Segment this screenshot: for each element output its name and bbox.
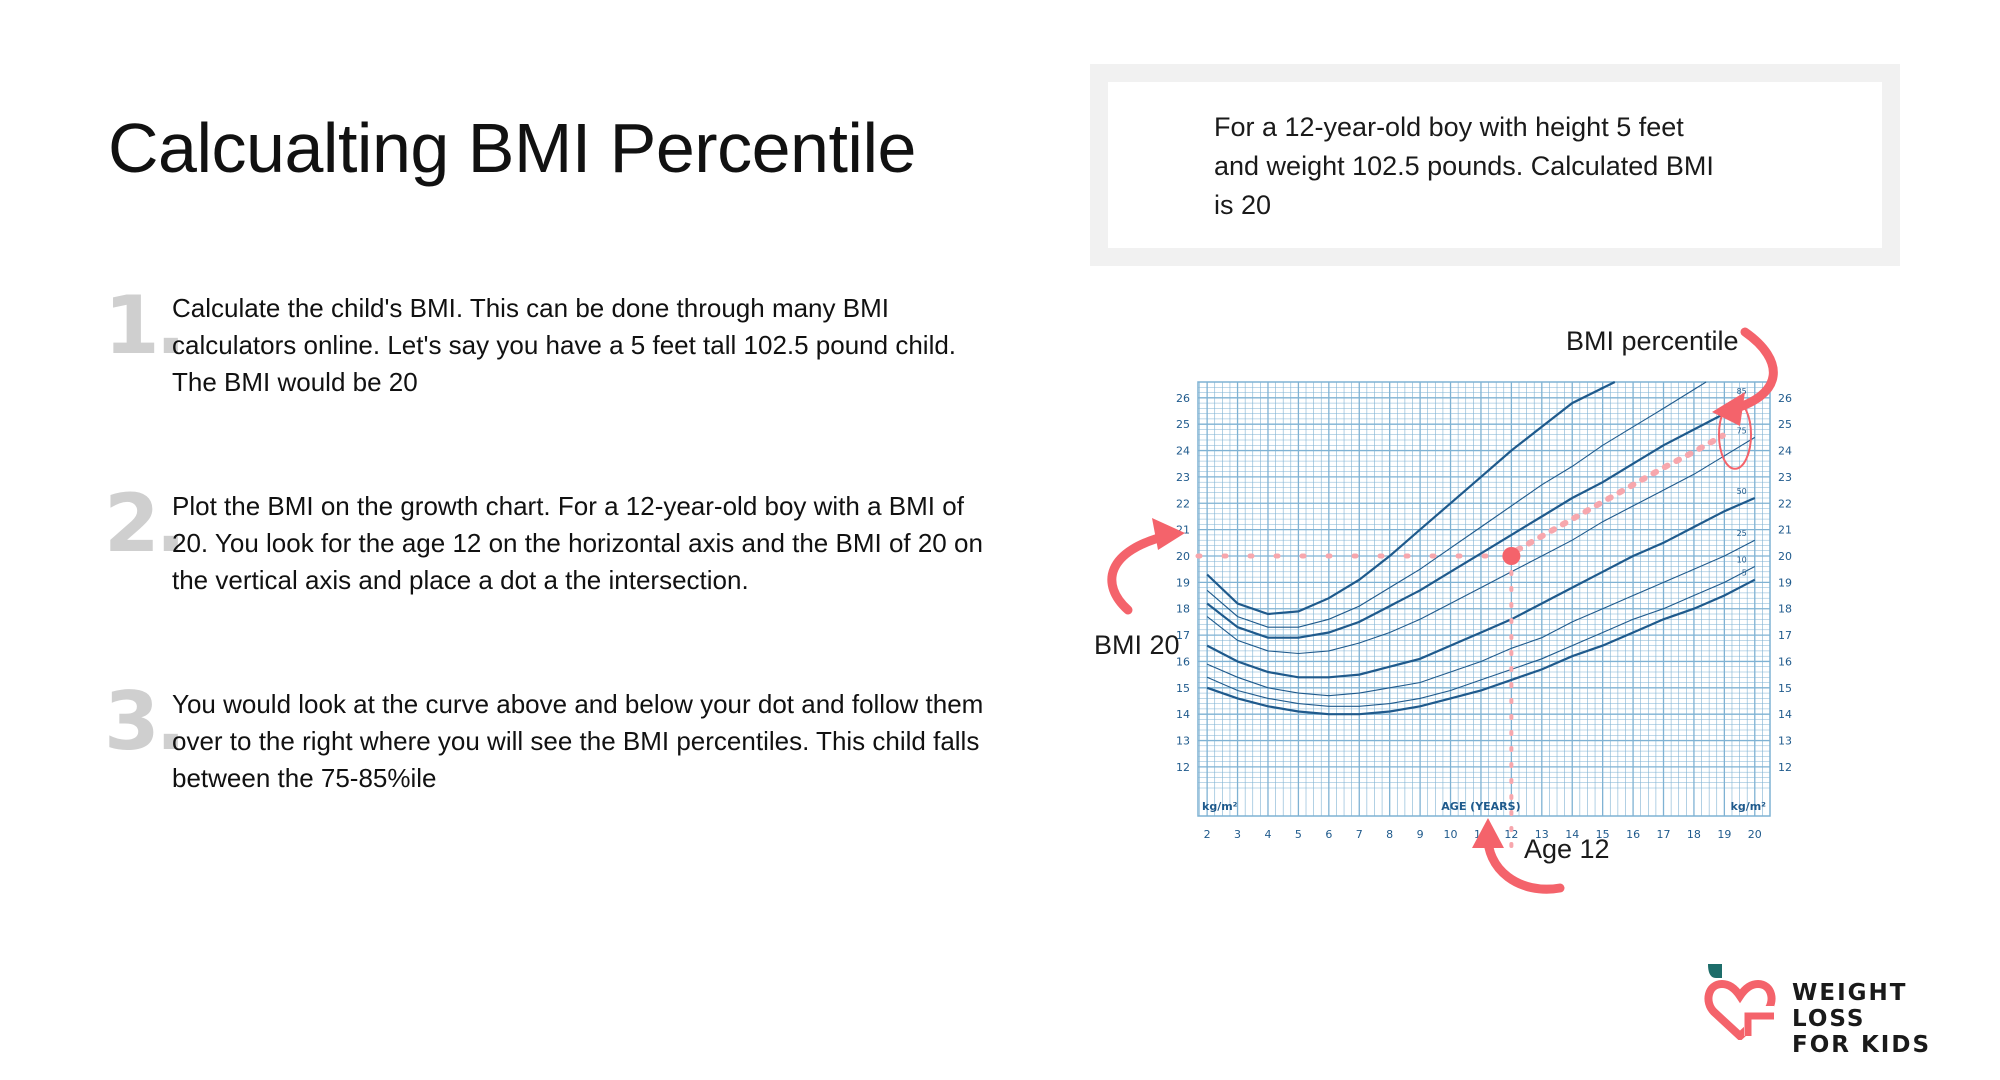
y-tick-label-left: 14 bbox=[1176, 708, 1190, 721]
y-tick-label-right: 12 bbox=[1778, 761, 1792, 774]
step-text: Plot the BMI on the growth chart. For a … bbox=[172, 491, 983, 595]
plot-area bbox=[1197, 381, 1771, 817]
y-tick-label-right: 25 bbox=[1778, 418, 1792, 431]
percentile-label-25: 25 bbox=[1737, 529, 1747, 538]
percentile-label-75: 75 bbox=[1737, 426, 1747, 435]
age-12-annotation: Age 12 bbox=[1524, 834, 1610, 864]
y-tick-label-right: 19 bbox=[1778, 576, 1792, 589]
percentile-arrowhead bbox=[1712, 392, 1745, 426]
percentile-curve-95 bbox=[1206, 381, 1616, 616]
bmi-arrowhead bbox=[1152, 518, 1185, 550]
y-tick-label-left: 19 bbox=[1176, 576, 1190, 589]
x-tick-label: 5 bbox=[1295, 828, 1302, 841]
y-tick-label-left: 26 bbox=[1176, 392, 1190, 405]
x-tick-label: 3 bbox=[1234, 828, 1241, 841]
percentile-curve-90 bbox=[1206, 381, 1707, 628]
heart-logo-icon bbox=[1704, 964, 1776, 1040]
y-tick-label-right: 24 bbox=[1778, 445, 1792, 458]
info-box: For a 12-year-old boy with height 5 feet… bbox=[1090, 64, 1900, 266]
y-tick-label-right: 18 bbox=[1778, 603, 1792, 616]
info-box-text: For a 12-year-old boy with height 5 feet… bbox=[1108, 82, 1882, 248]
y-tick-label-right: 15 bbox=[1778, 682, 1792, 695]
step-1: 1. Calculate the child's BMI. This can b… bbox=[104, 286, 1004, 420]
y-tick-label-right: 13 bbox=[1778, 735, 1792, 748]
bmi-arrow bbox=[1107, 530, 1175, 615]
percentile-curve-75 bbox=[1206, 436, 1756, 655]
y-tick-label-left: 18 bbox=[1176, 603, 1190, 616]
step-2: 2. Plot the BMI on the growth chart. For… bbox=[104, 484, 1004, 618]
y-tick-label-left: 22 bbox=[1176, 497, 1190, 510]
percentile-arrow bbox=[1725, 327, 1778, 415]
y-tick-label-right: 22 bbox=[1778, 497, 1792, 510]
x-tick-label: 15 bbox=[1596, 828, 1610, 841]
x-axis-label: AGE (YEARS) bbox=[1441, 800, 1520, 813]
step-3: 3. You would look at the curve above and… bbox=[104, 682, 1004, 816]
y-tick-label-left: 13 bbox=[1176, 735, 1190, 748]
x-tick-label: 2 bbox=[1204, 828, 1211, 841]
y-unit-label-left: kg/m² bbox=[1202, 800, 1238, 813]
percentile-label-50: 50 bbox=[1737, 487, 1747, 496]
x-tick-label: 14 bbox=[1565, 828, 1579, 841]
y-unit-label-right: kg/m² bbox=[1731, 800, 1767, 813]
y-tick-label-left: 23 bbox=[1176, 471, 1190, 484]
percentile-label-85: 85 bbox=[1737, 387, 1747, 396]
percentile-curve-25 bbox=[1206, 539, 1756, 697]
age-arrowhead bbox=[1472, 818, 1504, 848]
y-tick-label-left: 17 bbox=[1176, 629, 1190, 642]
x-tick-label: 4 bbox=[1264, 828, 1271, 841]
y-tick-label-left: 24 bbox=[1176, 445, 1190, 458]
percentile-curve-85 bbox=[1206, 396, 1756, 639]
x-tick-label: 7 bbox=[1356, 828, 1363, 841]
x-tick-label: 19 bbox=[1717, 828, 1731, 841]
y-tick-label-left: 25 bbox=[1176, 418, 1190, 431]
x-tick-label: 6 bbox=[1325, 828, 1332, 841]
y-tick-label-right: 21 bbox=[1778, 524, 1792, 537]
x-tick-label: 13 bbox=[1535, 828, 1549, 841]
logo-line-2: FOR KIDS bbox=[1792, 1032, 1932, 1058]
x-tick-label: 10 bbox=[1444, 828, 1458, 841]
bmi-growth-chart: 12 12 13 13 14 14 15 15 16 16 17 17 18 18 19 19 20 20 21 21… bbox=[1080, 330, 1860, 910]
percentile-trace-line bbox=[1514, 432, 1726, 553]
y-tick-label-right: 26 bbox=[1778, 392, 1792, 405]
y-tick-label-left: 12 bbox=[1176, 761, 1190, 774]
logo-text: WEIGHT LOSS FOR KIDS bbox=[1792, 980, 1990, 1058]
y-tick-label-right: 14 bbox=[1778, 708, 1792, 721]
x-tick-label: 17 bbox=[1657, 828, 1671, 841]
percentile-label-5: 5 bbox=[1742, 569, 1747, 578]
y-tick-label-left: 20 bbox=[1176, 550, 1190, 563]
step-text: Calculate the child's BMI. This can be d… bbox=[172, 293, 957, 397]
y-tick-label-right: 20 bbox=[1778, 550, 1792, 563]
step-text: You would look at the curve above and be… bbox=[172, 689, 984, 793]
percentile-curve-10 bbox=[1206, 566, 1756, 707]
y-tick-label-right: 17 bbox=[1778, 629, 1792, 642]
logo-line-1: WEIGHT LOSS bbox=[1792, 980, 1908, 1032]
x-tick-label: 8 bbox=[1386, 828, 1393, 841]
percentile-curve-5 bbox=[1206, 578, 1756, 716]
x-tick-label: 12 bbox=[1504, 828, 1518, 841]
y-tick-label-right: 16 bbox=[1778, 655, 1792, 668]
x-tick-label: 9 bbox=[1417, 828, 1424, 841]
y-tick-label-right: 23 bbox=[1778, 471, 1792, 484]
page-title: Calcualting BMI Percentile bbox=[108, 109, 916, 187]
y-tick-label-left: 16 bbox=[1176, 655, 1190, 668]
bmi-percentile-annotation: BMI percentile bbox=[1566, 326, 1739, 356]
x-tick-label: 18 bbox=[1687, 828, 1701, 841]
weight-loss-for-kids-logo: WEIGHT LOSS FOR KIDS bbox=[1700, 960, 1990, 1058]
percentile-label-10: 10 bbox=[1737, 556, 1747, 565]
x-tick-label: 20 bbox=[1748, 828, 1762, 841]
y-tick-label-left: 15 bbox=[1176, 682, 1190, 695]
bmi-20-annotation: BMI 20 bbox=[1094, 630, 1180, 660]
bmi-data-point bbox=[1502, 547, 1521, 565]
x-tick-label: 16 bbox=[1626, 828, 1640, 841]
percentile-curve-50 bbox=[1206, 496, 1756, 679]
